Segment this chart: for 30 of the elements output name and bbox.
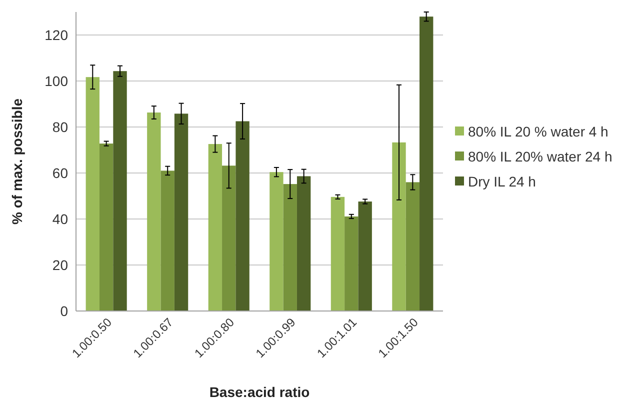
y-tick-label: 120 xyxy=(44,26,68,43)
bar xyxy=(296,176,311,311)
legend-label: Dry IL 24 h xyxy=(468,173,536,190)
bar xyxy=(344,216,358,311)
bar xyxy=(358,202,372,311)
bar xyxy=(160,170,174,311)
legend-label: 80% IL 20 % water 4 h xyxy=(468,123,608,140)
y-tick-label: 80 xyxy=(52,118,68,135)
bar xyxy=(147,112,161,311)
bar xyxy=(113,71,127,311)
bar xyxy=(236,121,250,311)
legend-label: 80% IL 20% water 24 h xyxy=(468,148,612,164)
y-tick-label: 60 xyxy=(52,164,68,181)
y-axis-title: % of max. possible xyxy=(9,98,25,225)
y-tick-label: 20 xyxy=(52,256,68,273)
y-tick-label: 100 xyxy=(44,72,68,89)
bar xyxy=(99,144,114,311)
bar xyxy=(208,144,222,311)
bar xyxy=(420,16,434,311)
bar xyxy=(392,142,406,311)
x-axis-title: Base:acid ratio xyxy=(209,384,310,400)
y-tick-label: 0 xyxy=(60,302,68,319)
y-tick-label: 40 xyxy=(52,210,68,227)
bar xyxy=(330,196,345,311)
bar xyxy=(283,184,297,311)
bar xyxy=(86,77,100,311)
bar xyxy=(222,166,236,311)
bar xyxy=(406,182,420,311)
bar xyxy=(270,172,284,311)
bar xyxy=(174,114,188,311)
